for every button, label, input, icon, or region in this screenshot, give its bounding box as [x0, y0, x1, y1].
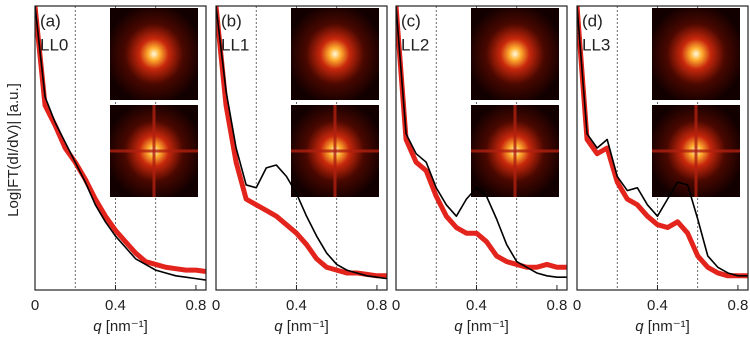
- x-tick-label: 0.4: [647, 297, 668, 314]
- panel-label: LL0: [40, 35, 68, 54]
- x-tick-label: 0.8: [547, 297, 568, 314]
- x-symbol: q: [93, 318, 102, 335]
- x-tick-label: 0.4: [105, 297, 126, 314]
- panel-letter: (a): [40, 11, 61, 30]
- x-symbol: q: [274, 318, 283, 335]
- x-axis-label: q [nm⁻¹]: [454, 318, 509, 335]
- x-tick-label: 0.8: [728, 297, 749, 314]
- x-tick-label: 0.8: [186, 297, 207, 314]
- x-symbol: q: [454, 318, 463, 335]
- panel-label: LL1: [221, 35, 249, 54]
- panel-letter: (b): [221, 11, 242, 30]
- x-unit: [nm⁻¹]: [648, 318, 690, 335]
- fft-inset: [471, 8, 559, 100]
- x-tick-label: 0: [212, 297, 220, 314]
- x-tick-label: 0.8: [367, 297, 388, 314]
- x-tick-label: 0.4: [466, 297, 487, 314]
- x-unit: [nm⁻¹]: [106, 318, 148, 335]
- fft-inset: [110, 8, 198, 100]
- fft-inset: [652, 8, 740, 100]
- panel-label: LL3: [582, 35, 610, 54]
- panel-letter: (d): [582, 11, 603, 30]
- panel-letter: (c): [401, 11, 421, 30]
- x-unit: [nm⁻¹]: [467, 318, 509, 335]
- y-axis-label: Log|FT(dI/dV)| [a.u.]: [5, 83, 22, 217]
- x-axis-label: q [nm⁻¹]: [274, 318, 329, 335]
- figure: Log|FT(dI/dV)| [a.u.] (a) LL0 0 0.4 0.8 q [nm…: [0, 0, 750, 338]
- x-tick-label: 0: [573, 297, 581, 314]
- x-axis-label: q [nm⁻¹]: [635, 318, 690, 335]
- fft-inset: [291, 8, 379, 100]
- panel-label: LL2: [401, 35, 429, 54]
- x-tick-label: 0: [31, 297, 39, 314]
- x-tick-label: 0: [392, 297, 400, 314]
- x-unit: [nm⁻¹]: [287, 318, 329, 335]
- x-symbol: q: [635, 318, 644, 335]
- x-tick-label: 0.4: [286, 297, 307, 314]
- x-axis-label: q [nm⁻¹]: [93, 318, 148, 335]
